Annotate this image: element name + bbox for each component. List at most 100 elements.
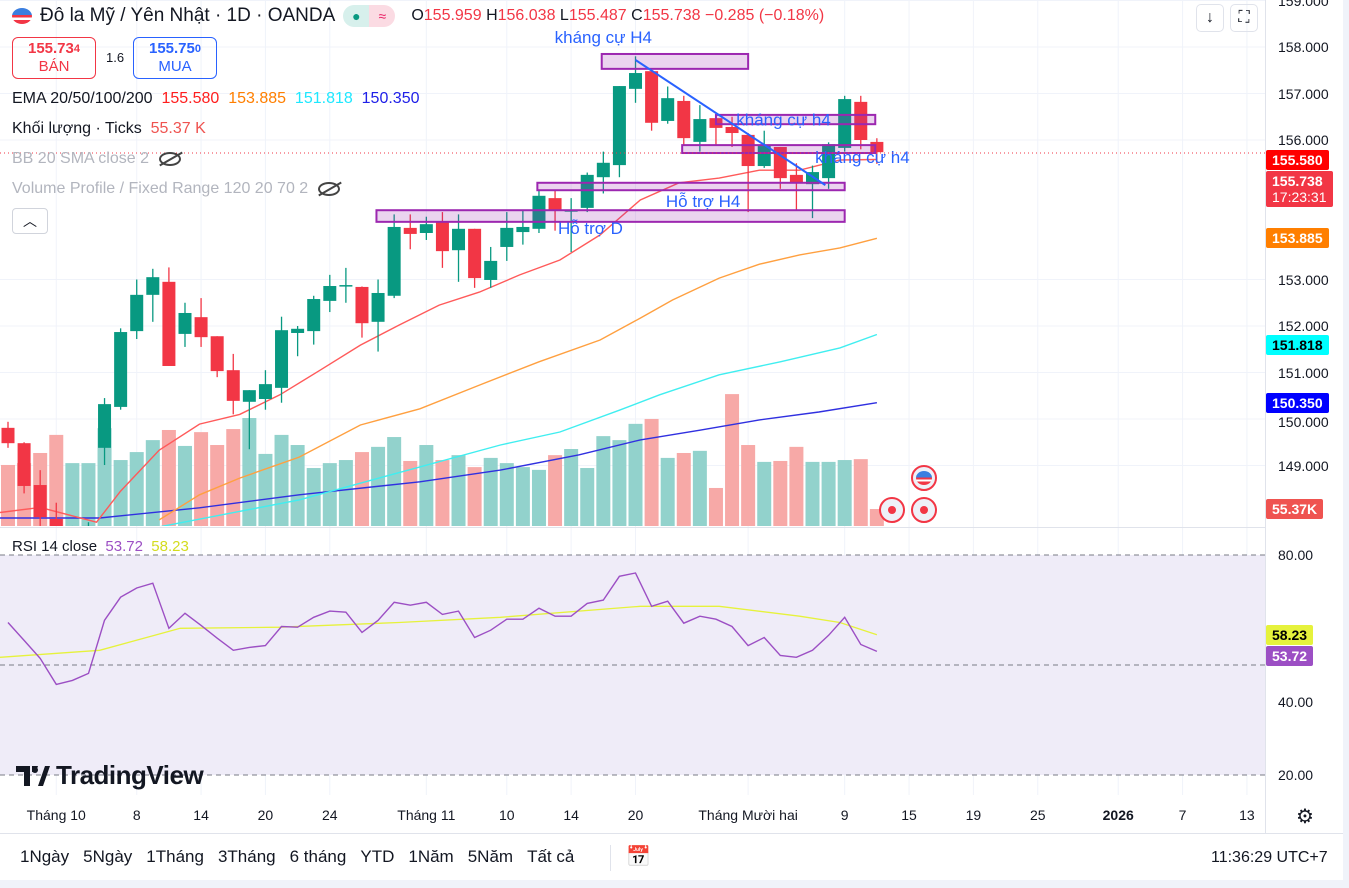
range-button-8[interactable]: Tất cả xyxy=(527,847,575,866)
tradingview-logo-text: TradingView xyxy=(56,760,204,790)
bar-countdown: 17:23:31 xyxy=(1272,188,1327,205)
volume-bar xyxy=(596,436,611,526)
support-resistance-zone xyxy=(600,52,750,70)
right-scroll-edge xyxy=(1343,0,1349,888)
volume-bar xyxy=(644,418,659,526)
range-button-5[interactable]: YTD xyxy=(360,847,395,866)
high-label: H xyxy=(486,7,498,24)
candle-up xyxy=(387,226,401,296)
range-button-3[interactable]: 3Tháng xyxy=(217,847,276,866)
zone-label: kháng cự h4 xyxy=(736,111,831,130)
high-value: 156.038 xyxy=(497,7,556,24)
sell-button[interactable]: 155.734 BÁN xyxy=(12,37,96,79)
volume-bar xyxy=(564,449,579,526)
volume-bar xyxy=(499,463,514,526)
event-marker[interactable] xyxy=(879,497,905,523)
time-axis-label: 24 xyxy=(322,807,338,823)
symbol-header: Đô la Mỹ / Yên Nhật · 1D · OANDA ● ≈ O15… xyxy=(12,4,824,28)
buy-price-pip: 0 xyxy=(194,43,201,55)
eye-hidden-icon[interactable] xyxy=(158,151,181,166)
volume-legend[interactable]: Khối lượng · Ticks 55.37 K xyxy=(12,120,206,138)
bb-legend[interactable]: BB 20 SMA close 2 xyxy=(12,150,181,168)
candle-down xyxy=(725,126,739,134)
volume-bar xyxy=(242,418,257,526)
symbol-title[interactable]: Đô la Mỹ / Yên Nhật · 1D · OANDA xyxy=(40,5,336,26)
price-badge: 151.818 xyxy=(1266,335,1329,355)
tradingview-logo[interactable]: TradingView xyxy=(16,760,204,791)
rsi-legend[interactable]: RSI 14 close 53.72 58.23 xyxy=(12,538,189,555)
sell-label: BÁN xyxy=(38,58,70,75)
ema100-line xyxy=(160,333,878,526)
candle-up xyxy=(275,330,289,388)
price-tick-label: 153.000 xyxy=(1278,271,1329,288)
toolbar-divider xyxy=(610,845,611,871)
rsi-line xyxy=(7,572,878,686)
candle-up xyxy=(596,162,610,178)
candle-up xyxy=(114,332,128,407)
market-status-pill[interactable]: ● ≈ xyxy=(343,5,396,27)
collapse-legend-button[interactable]: ︿ xyxy=(12,208,48,234)
volume-bar xyxy=(773,460,788,526)
ema20-line xyxy=(0,158,877,523)
volume-bar xyxy=(322,463,337,526)
range-button-2[interactable]: 1Tháng xyxy=(146,847,204,866)
volume-bar xyxy=(258,453,273,526)
volume-bar xyxy=(467,467,482,526)
candles xyxy=(1,56,884,526)
candle-down xyxy=(49,518,63,526)
economic-event-us-marker[interactable] xyxy=(911,465,937,491)
event-dot-icon xyxy=(920,506,928,514)
low-value: 155.487 xyxy=(568,7,627,24)
ema200-value: 150.350 xyxy=(361,90,420,107)
event-marker[interactable] xyxy=(911,497,937,523)
time-axis-label: 14 xyxy=(563,807,579,823)
price-badge-value: 153.885 xyxy=(1272,230,1323,247)
price-tick-label: 149.000 xyxy=(1278,457,1329,474)
candle-down xyxy=(33,485,47,518)
volume-bar xyxy=(338,460,353,526)
time-axis-label: 2026 xyxy=(1102,807,1134,823)
candle-up xyxy=(242,390,256,402)
time-axis-label: 9 xyxy=(840,807,849,823)
candle-up xyxy=(258,384,272,400)
ema-label: EMA 20/50/100/200 xyxy=(12,90,153,107)
range-button-4[interactable]: 6 tháng xyxy=(289,847,347,866)
eye-hidden-icon[interactable] xyxy=(318,181,341,196)
arrow-down-icon: ↓ xyxy=(1206,9,1214,26)
buy-button[interactable]: 155.750 MUA xyxy=(133,37,217,79)
range-button-1[interactable]: 5Ngày xyxy=(83,847,133,866)
range-button-6[interactable]: 1Năm xyxy=(408,847,454,866)
rsi-tick-label: 80.00 xyxy=(1278,547,1314,563)
vp-label: Volume Profile / Fixed Range 120 20 70 2 xyxy=(12,180,309,197)
volume-bar xyxy=(451,455,466,526)
volume-bar xyxy=(692,450,707,526)
us-jp-flag-icon xyxy=(12,8,32,24)
chart-canvas[interactable]: kháng cự H4 kháng cự h4 kháng cự h4 Hỗ trợ … xyxy=(0,0,1265,833)
scroll-to-latest-button[interactable]: ↓ xyxy=(1196,4,1224,32)
go-to-date-calendar-icon[interactable]: 📅 xyxy=(626,846,651,868)
price-badge: 155.738 17:23:31 xyxy=(1266,170,1333,207)
candle-down xyxy=(162,281,176,366)
pane-separator[interactable] xyxy=(0,527,1343,528)
ema-legend[interactable]: EMA 20/50/100/200 155.580 153.885 151.81… xyxy=(12,90,420,108)
volume-bar xyxy=(161,429,176,526)
volume-bar xyxy=(65,463,80,526)
candle-up xyxy=(532,195,546,229)
time-axis-label: 13 xyxy=(1239,807,1255,823)
clock-timezone[interactable]: 11:36:29 UTC+7 xyxy=(1211,849,1328,866)
rsi-tick-label: 40.00 xyxy=(1278,693,1314,710)
price-axis[interactable] xyxy=(1265,0,1343,833)
ema50-value: 153.885 xyxy=(228,90,287,107)
range-button-0[interactable]: 1Ngày xyxy=(20,847,70,866)
fullscreen-button[interactable]: ⛶ xyxy=(1230,4,1258,32)
price-tick-label: 151.000 xyxy=(1278,364,1329,381)
vp-legend[interactable]: Volume Profile / Fixed Range 120 20 70 2 xyxy=(12,180,341,198)
rsi-label: RSI 14 close xyxy=(12,538,98,555)
candle-down xyxy=(17,443,31,486)
support-resistance-zone xyxy=(681,144,877,155)
price-tick-label: 150.000 xyxy=(1278,413,1329,430)
candle-down xyxy=(210,336,224,372)
range-button-7[interactable]: 5Năm xyxy=(467,847,514,866)
axis-settings-icon[interactable]: ⚙ xyxy=(1296,806,1314,828)
candle-down xyxy=(403,227,417,234)
